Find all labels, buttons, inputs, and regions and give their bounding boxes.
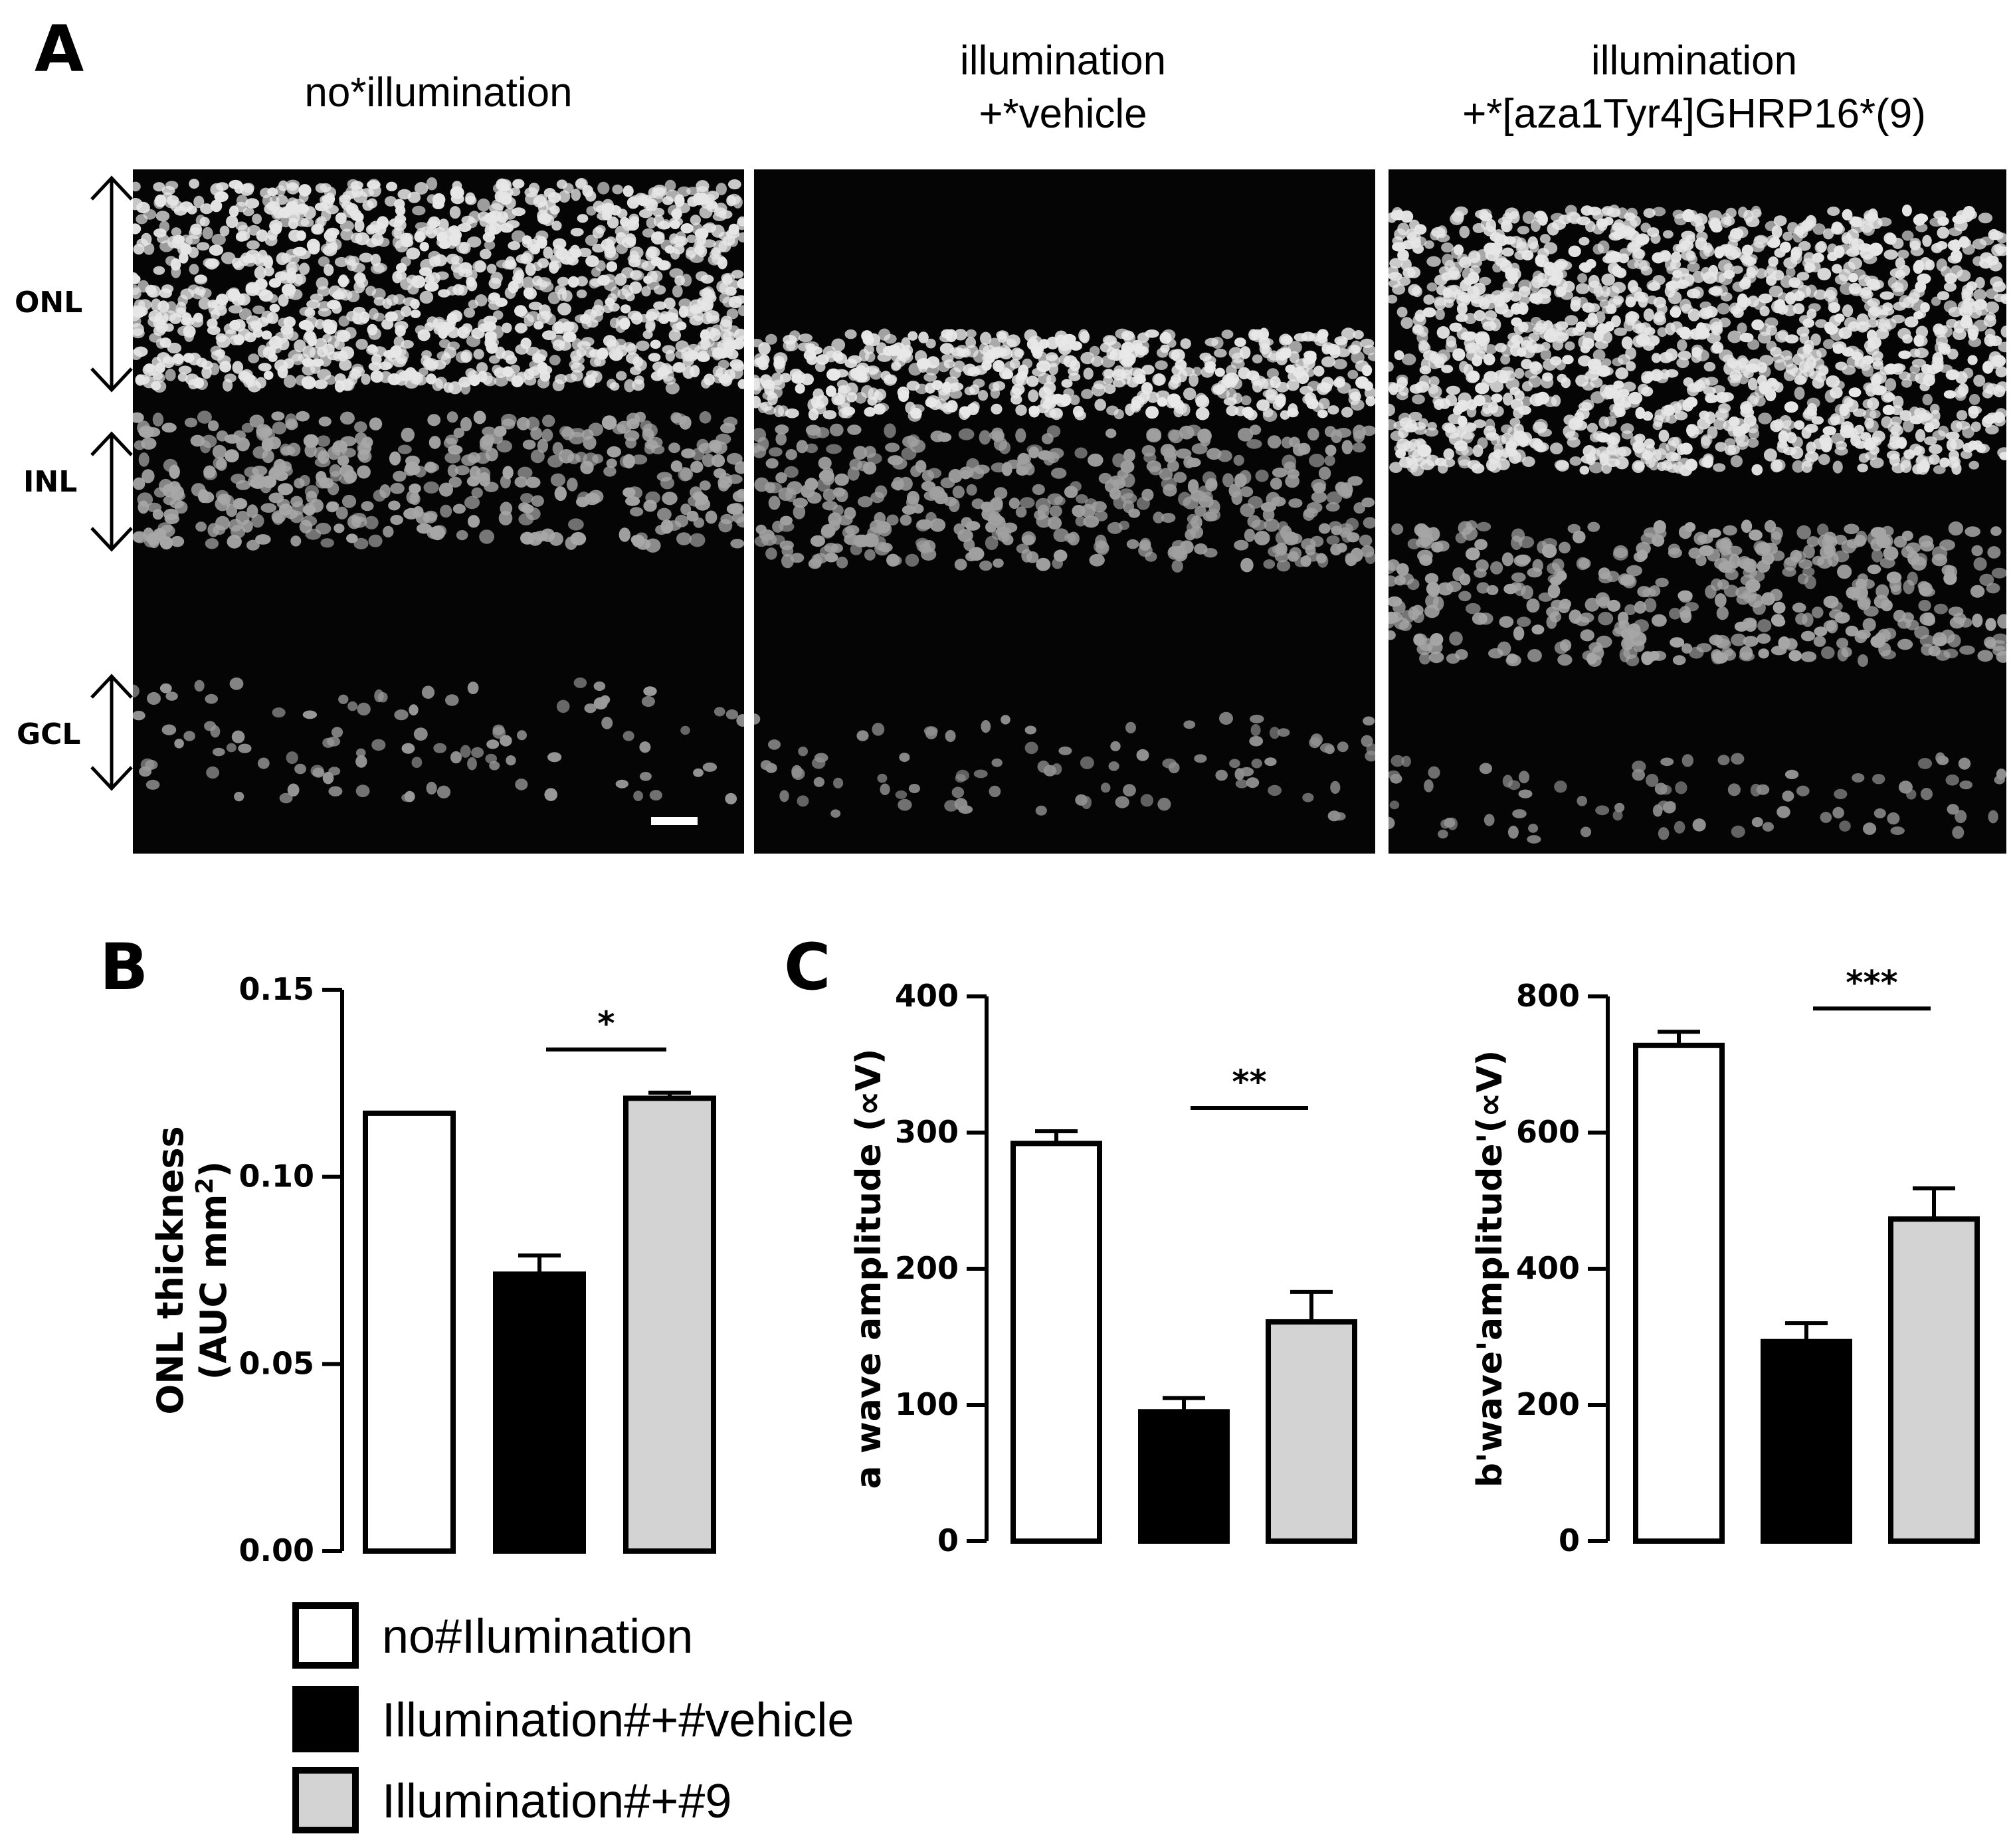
micrograph-compound [1389, 169, 2006, 854]
bar-3 [1888, 1216, 1980, 1544]
legend-swatch [292, 1602, 359, 1669]
y-tick-label: 0 [1559, 1523, 1580, 1558]
micrograph-no-illumination [133, 169, 744, 854]
legend-swatch [292, 1767, 359, 1833]
legend-item-illumination-9: Illumination#+#9 [292, 1767, 957, 1840]
layer-arrows [90, 175, 133, 791]
bar-2 [1138, 1409, 1230, 1544]
y-tick-label: 0.10 [239, 1158, 315, 1194]
chart-onl-thickness: 0.00 0.05 0.10 0.15 ONL thickness (AUC mm2) * [149, 971, 716, 1568]
y-tick-label: 0 [937, 1523, 959, 1558]
legend-label: Illumination#+#vehicle [382, 1694, 854, 1747]
image-title-line: illumination [1590, 38, 1798, 84]
micrograph-nuclei-texture [1389, 204, 2006, 844]
bar-3 [623, 1095, 716, 1554]
image-title-compound: illumination +*[aza1Tyr4]GHRP16*(9) [1385, 35, 2003, 141]
micrograph-nuclei-texture [754, 327, 1375, 822]
y-tick-label: 200 [895, 1250, 959, 1286]
legend-label: Illumination#+#9 [382, 1775, 732, 1828]
layer-label-gcl: GCL [17, 717, 81, 751]
significance-label: ** [1232, 1063, 1266, 1101]
legend-item-illumination-vehicle: Illumination#+#vehicle [292, 1686, 957, 1759]
y-tick-label: 0.15 [239, 971, 315, 1007]
legend-swatch [292, 1686, 359, 1752]
bar-3 [1266, 1319, 1357, 1544]
y-axis-label-units: (AUC mm2) [191, 1161, 235, 1380]
significance-label: *** [1846, 963, 1897, 1002]
y-axis-label: a wave amplitude (∝V) [849, 1049, 889, 1489]
significance-label: * [597, 1004, 615, 1043]
y-tick-label: 300 [895, 1114, 959, 1150]
y-tick-label: 0.05 [239, 1345, 315, 1381]
y-tick-label: 400 [895, 978, 959, 1014]
y-tick-label: 400 [1516, 1250, 1580, 1286]
y-tick-label: 0.00 [239, 1532, 315, 1568]
image-title-vehicle: illumination +*vehicle [754, 35, 1372, 141]
panel-letter-c: C [784, 930, 831, 1004]
bar-2 [1761, 1339, 1852, 1544]
panel-letter-b: B [100, 930, 149, 1004]
bar-1 [363, 1110, 456, 1554]
scale-bar [651, 817, 698, 825]
legend-item-no-illumination: no#Ilumination [292, 1602, 957, 1675]
micrograph-nuclei-texture [133, 177, 744, 825]
y-tick-label: 200 [1516, 1386, 1580, 1422]
layer-label-onl: ONL [15, 286, 83, 320]
panel-letter-a: A [35, 12, 84, 86]
bar-1 [1010, 1141, 1102, 1544]
image-title-line: +*vehicle [979, 91, 1147, 137]
legend-label: no#Ilumination [382, 1610, 694, 1663]
image-title-no-illumination: no*illumination [133, 66, 744, 120]
y-axis-label: b'wave'amplitude'(∝V) [1470, 1050, 1510, 1488]
y-tick-label: 800 [1516, 978, 1580, 1014]
image-title-line: no*illumination [304, 70, 573, 116]
bar-2 [493, 1271, 586, 1554]
micrograph-vehicle [754, 169, 1375, 854]
y-axis-label: ONL thickness [149, 1126, 191, 1414]
image-title-line: +*[aza1Tyr4]GHRP16*(9) [1462, 91, 1926, 137]
bar-1 [1633, 1042, 1725, 1544]
y-tick-label: 600 [1516, 1114, 1580, 1150]
layer-label-inl: INL [23, 465, 78, 499]
image-title-line: illumination [959, 38, 1167, 84]
y-tick-label: 100 [895, 1386, 959, 1422]
